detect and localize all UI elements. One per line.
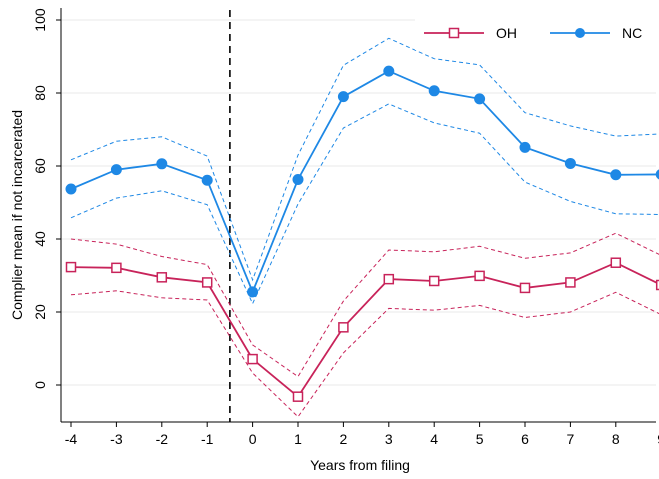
data-point-oh (565, 277, 576, 288)
y-tick-label: 80 (32, 85, 48, 101)
data-point-nc (428, 85, 440, 97)
gridlines (61, 19, 656, 386)
data-point-oh (65, 261, 77, 273)
axes: 0 20 40 60 80 100 -4 -3 -2 -1 0 1 2 3 4 5 6 7 8 9 (32, 8, 659, 447)
x-tick-label: 6 (521, 431, 529, 447)
series-markers (65, 65, 659, 402)
data-point-nc (337, 91, 349, 103)
data-point-nc (610, 169, 622, 181)
y-tick-label: 40 (32, 231, 48, 247)
series-line-nc (70, 70, 659, 295)
data-point-nc (201, 174, 213, 186)
series-line-oh (70, 261, 659, 399)
legend-marker-oh (448, 27, 460, 39)
legend-label-nc: NC (622, 25, 642, 41)
series-lines (70, 70, 659, 399)
y-tick-label: 0 (32, 381, 48, 389)
legend-marker-nc (575, 28, 585, 38)
data-point-oh (156, 272, 168, 283)
data-point-oh (519, 282, 531, 294)
data-point-oh (111, 262, 122, 274)
data-point-nc (292, 174, 304, 186)
data-point-nc (65, 183, 77, 195)
x-tick-label: -4 (65, 431, 78, 447)
data-point-nc (564, 157, 576, 169)
data-point-nc (655, 169, 659, 180)
x-tick-label: 7 (567, 431, 575, 447)
data-point-oh (383, 273, 395, 285)
data-point-nc (383, 65, 395, 77)
x-tick-label: 9 (657, 431, 659, 447)
x-tick-label: -1 (201, 431, 214, 447)
legend-label-oh: OH (496, 25, 517, 41)
data-point-oh (292, 391, 304, 402)
data-point-oh (610, 257, 622, 268)
y-axis-title: Complier mean if not incarcerated (9, 110, 25, 320)
x-tick-label: 5 (476, 431, 484, 447)
x-tick-label: 0 (249, 431, 257, 447)
data-point-nc (474, 93, 486, 105)
y-tick-label: 100 (32, 8, 48, 32)
data-point-nc (110, 164, 122, 176)
x-tick-label: 3 (385, 431, 393, 447)
x-tick-label: -2 (156, 431, 169, 447)
data-point-oh (247, 353, 258, 365)
data-point-oh (474, 270, 485, 282)
confidence-bands (70, 37, 659, 418)
data-point-oh (655, 279, 659, 291)
x-tick-label: -3 (110, 431, 123, 447)
y-tick-label: 60 (32, 158, 48, 174)
data-point-nc (247, 286, 259, 298)
x-tick-label: 2 (340, 431, 348, 447)
x-axis-title: Years from filing (310, 457, 410, 473)
x-tick-label: 4 (430, 431, 438, 447)
ci-lower-oh (70, 290, 659, 418)
x-tick-label: 8 (612, 431, 620, 447)
data-point-oh (201, 277, 213, 288)
y-tick-label: 20 (32, 304, 48, 320)
legend: OH NC (415, 16, 659, 50)
data-point-oh (428, 275, 440, 287)
ci-upper-oh (70, 232, 659, 378)
data-point-nc (156, 158, 168, 170)
data-point-nc (519, 141, 531, 153)
ci-upper-nc (70, 37, 659, 282)
axis-labels: Years from filing Complier mean if not i… (9, 110, 410, 473)
x-tick-label: 1 (294, 431, 302, 447)
data-point-oh (338, 322, 349, 333)
